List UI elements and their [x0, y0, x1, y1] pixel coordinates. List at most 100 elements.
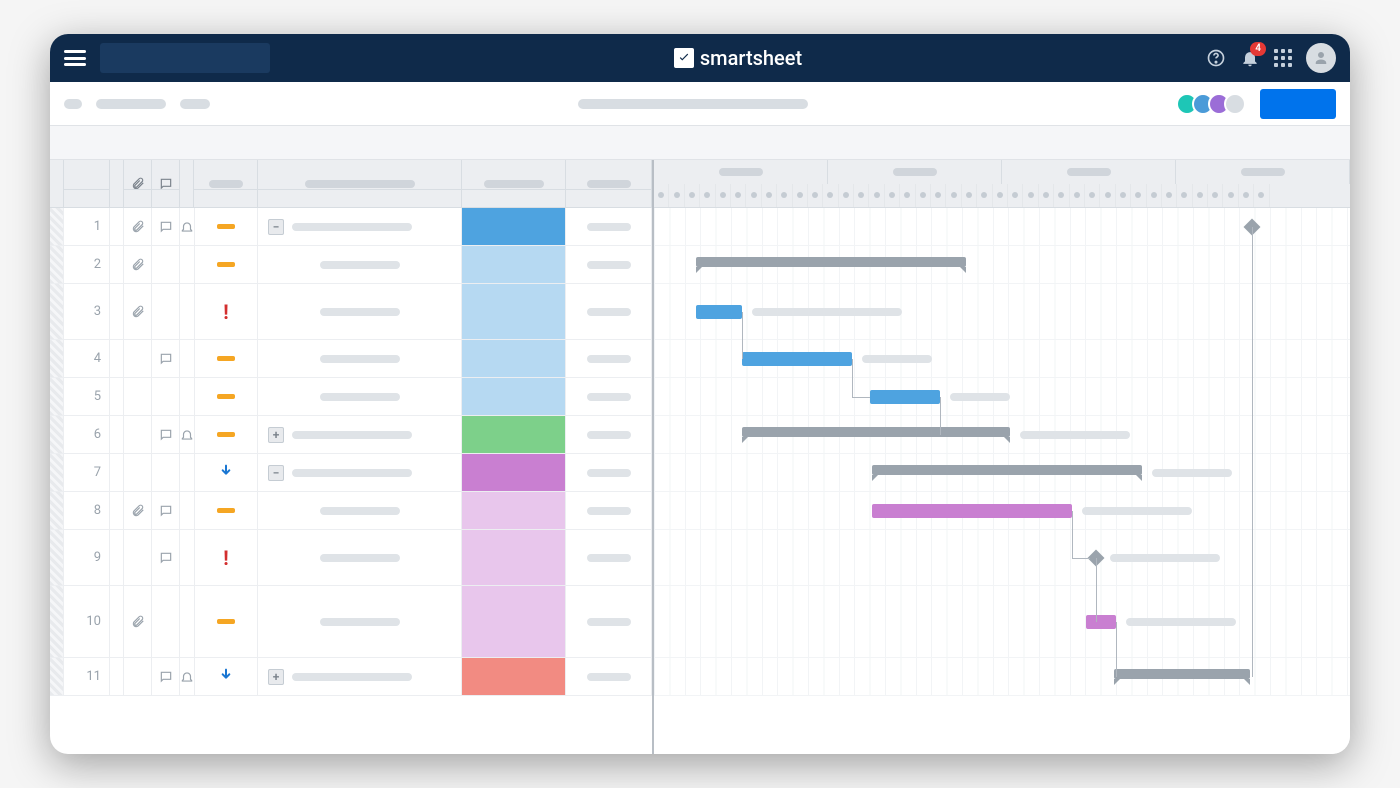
color-cell[interactable] [462, 284, 566, 339]
table-row[interactable]: 6+ [50, 416, 652, 454]
gantt-summary-bar[interactable] [696, 257, 966, 267]
status-cell[interactable] [194, 658, 258, 695]
status-cell[interactable] [194, 208, 258, 245]
table-row[interactable]: 7− [50, 454, 652, 492]
color-cell[interactable] [462, 208, 566, 245]
comment-cell[interactable] [152, 284, 180, 339]
reminder-cell[interactable] [180, 340, 194, 377]
task-cell[interactable] [258, 530, 462, 585]
toolbar-item[interactable] [96, 99, 166, 109]
search-input[interactable] [100, 43, 270, 73]
table-row[interactable]: 2 [50, 246, 652, 284]
attachment-cell[interactable] [124, 416, 152, 453]
expand-toggle[interactable]: + [268, 427, 284, 443]
color-cell[interactable] [462, 416, 566, 453]
attachment-cell[interactable] [124, 284, 152, 339]
table-row[interactable]: 10 [50, 586, 652, 658]
assign-cell[interactable] [566, 454, 652, 491]
status-cell[interactable]: ! [194, 284, 258, 339]
reminder-cell[interactable] [180, 208, 194, 245]
color-cell[interactable] [462, 530, 566, 585]
attachment-header[interactable] [124, 160, 152, 207]
toolbar-item[interactable] [180, 99, 210, 109]
gantt-body[interactable] [654, 208, 1350, 696]
comment-cell[interactable] [152, 246, 180, 283]
color-cell[interactable] [462, 492, 566, 529]
assign-cell[interactable] [566, 492, 652, 529]
task-cell[interactable]: − [258, 208, 462, 245]
attachment-cell[interactable] [124, 492, 152, 529]
task-cell[interactable] [258, 586, 462, 657]
comment-header[interactable] [152, 160, 180, 207]
status-cell[interactable] [194, 378, 258, 415]
comment-cell[interactable] [152, 454, 180, 491]
expand-toggle[interactable]: − [268, 465, 284, 481]
task-cell[interactable] [258, 284, 462, 339]
reminder-cell[interactable] [180, 378, 194, 415]
attachment-cell[interactable] [124, 530, 152, 585]
collaborator-avatars[interactable] [1176, 93, 1246, 115]
comment-cell[interactable] [152, 586, 180, 657]
user-avatar[interactable] [1306, 43, 1336, 73]
assign-cell[interactable] [566, 530, 652, 585]
share-button[interactable] [1260, 89, 1336, 119]
table-row[interactable]: 11+ [50, 658, 652, 696]
assign-cell[interactable] [566, 416, 652, 453]
task-cell[interactable] [258, 340, 462, 377]
notifications-button[interactable]: 4 [1240, 48, 1260, 68]
assign-cell[interactable] [566, 284, 652, 339]
task-cell[interactable] [258, 246, 462, 283]
status-cell[interactable] [194, 416, 258, 453]
assign-cell[interactable] [566, 378, 652, 415]
help-icon[interactable] [1206, 48, 1226, 68]
reminder-cell[interactable] [180, 454, 194, 491]
reminder-cell[interactable] [180, 530, 194, 585]
color-cell[interactable] [462, 246, 566, 283]
color-header[interactable] [462, 160, 566, 207]
color-cell[interactable] [462, 454, 566, 491]
gantt-task-bar[interactable] [872, 504, 1072, 518]
color-cell[interactable] [462, 586, 566, 657]
attachment-cell[interactable] [124, 586, 152, 657]
gantt-summary-bar[interactable] [1114, 669, 1250, 679]
gantt-summary-bar[interactable] [742, 427, 1010, 437]
status-header[interactable] [194, 160, 258, 207]
color-cell[interactable] [462, 378, 566, 415]
status-cell[interactable] [194, 586, 258, 657]
task-cell[interactable]: − [258, 454, 462, 491]
task-cell[interactable]: + [258, 416, 462, 453]
table-row[interactable]: 1− [50, 208, 652, 246]
table-row[interactable]: 3! [50, 284, 652, 340]
status-cell[interactable] [194, 454, 258, 491]
table-row[interactable]: 5 [50, 378, 652, 416]
attachment-cell[interactable] [124, 340, 152, 377]
attachment-cell[interactable] [124, 246, 152, 283]
task-cell[interactable] [258, 378, 462, 415]
table-row[interactable]: 4 [50, 340, 652, 378]
comment-cell[interactable] [152, 340, 180, 377]
gantt-task-bar[interactable] [870, 390, 940, 404]
gantt-task-bar[interactable] [1086, 615, 1116, 629]
assign-header[interactable] [566, 160, 652, 207]
attachment-cell[interactable] [124, 208, 152, 245]
reminder-cell[interactable] [180, 284, 194, 339]
expand-toggle[interactable]: − [268, 219, 284, 235]
reminder-cell[interactable] [180, 416, 194, 453]
reminder-cell[interactable] [180, 246, 194, 283]
reminder-cell[interactable] [180, 586, 194, 657]
comment-cell[interactable] [152, 492, 180, 529]
gantt-task-bar[interactable] [742, 352, 852, 366]
assign-cell[interactable] [566, 658, 652, 695]
task-cell[interactable]: + [258, 658, 462, 695]
comment-cell[interactable] [152, 416, 180, 453]
status-cell[interactable]: ! [194, 530, 258, 585]
toolbar-item[interactable] [64, 99, 82, 109]
attachment-cell[interactable] [124, 378, 152, 415]
attachment-cell[interactable] [124, 454, 152, 491]
task-header[interactable] [258, 160, 462, 207]
expand-toggle[interactable]: + [268, 669, 284, 685]
color-cell[interactable] [462, 658, 566, 695]
comment-cell[interactable] [152, 530, 180, 585]
table-row[interactable]: 9! [50, 530, 652, 586]
status-cell[interactable] [194, 246, 258, 283]
